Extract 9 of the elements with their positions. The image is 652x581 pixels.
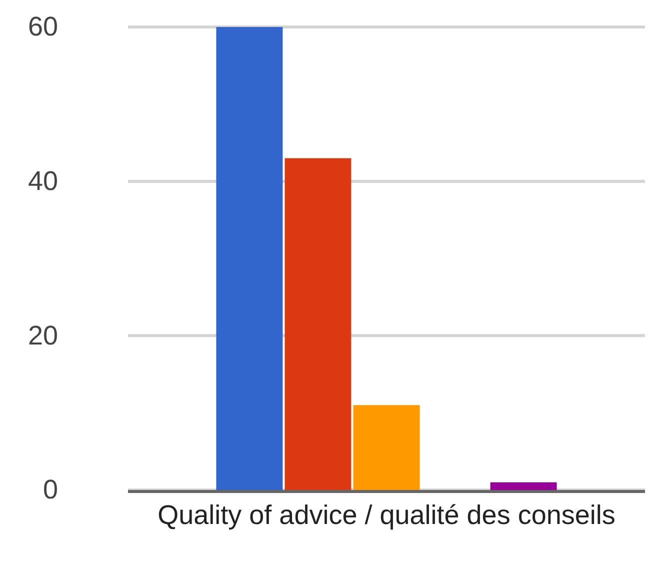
- y-tick-label: 0: [42, 474, 58, 505]
- y-tick-label: 60: [28, 12, 58, 42]
- bar: [216, 27, 283, 490]
- y-tick-label: 40: [28, 166, 58, 196]
- bar: [284, 158, 352, 490]
- y-tick-label: 20: [28, 320, 58, 350]
- bar: [490, 482, 557, 490]
- x-tick-label: Quality of advice / qualité des conseils: [158, 500, 616, 530]
- bar: [353, 405, 420, 490]
